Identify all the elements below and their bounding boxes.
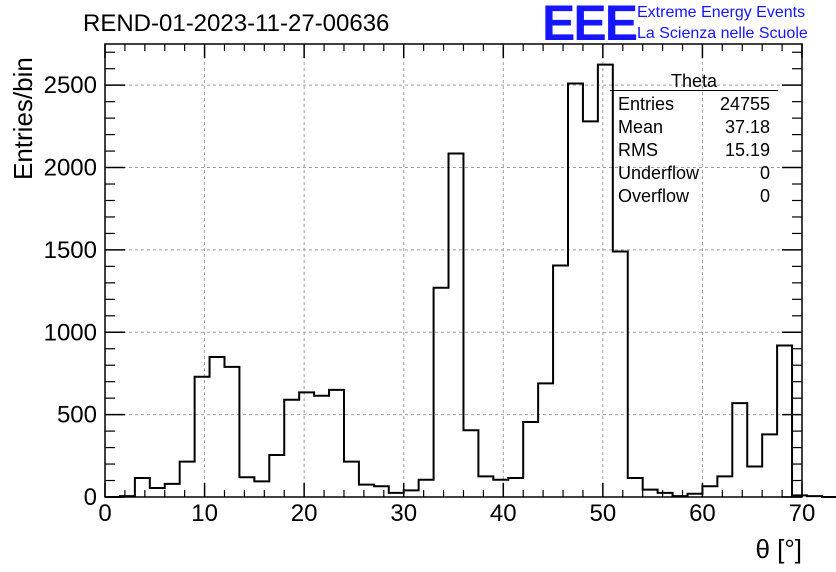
stats-row: RMS 15.19 (610, 139, 778, 162)
x-tick-label: 70 (789, 500, 816, 527)
y-tick-label: 0 (84, 484, 97, 511)
histogram-step-line (105, 63, 836, 498)
y-tick-label: 2000 (44, 155, 97, 182)
logo-line-2: La Scienza nelle Scuole (637, 25, 808, 42)
stats-row: Mean 37.18 (610, 116, 778, 139)
stats-row: Underflow 0 (610, 162, 778, 185)
stats-value: 24755 (719, 94, 770, 114)
y-tick-label: 2500 (44, 72, 97, 99)
stats-title: Theta (610, 72, 778, 91)
logo-line-1: Extreme Energy Events (637, 4, 806, 21)
plot-frame (104, 43, 803, 498)
stats-label: Mean (618, 117, 664, 137)
x-tick-label: 40 (490, 500, 517, 527)
stats-value: 37.18 (724, 117, 770, 137)
stats-label: Overflow (618, 186, 690, 206)
x-tick-label: 0 (98, 500, 111, 527)
gridlines (105, 44, 802, 497)
y-tick-label: 500 (57, 402, 97, 429)
y-axis-label: Entries/bin (8, 57, 38, 180)
stats-label: Entries (618, 94, 675, 114)
stats-box: Theta Entries 24755 Mean 37.18 RMS 15.19 Un… (610, 72, 778, 208)
chart-title: REND-01-2023-11-27-00636 (83, 10, 390, 37)
x-tick-label: 60 (689, 500, 716, 527)
stats-value: 15.19 (724, 140, 770, 160)
x-tick-label: 20 (291, 500, 318, 527)
x-tick-label: 50 (590, 500, 617, 527)
stats-row: Overflow 0 (610, 185, 778, 208)
stats-value: 0 (759, 163, 770, 183)
stats-value: 0 (759, 186, 770, 206)
x-tick-label: 10 (191, 500, 218, 527)
y-tick-label: 1000 (44, 319, 97, 346)
y-tick-label: 1500 (44, 237, 97, 264)
x-tick-label: 30 (390, 500, 417, 527)
stats-label: Underflow (618, 163, 700, 183)
tick-labels: 0 10 20 30 40 50 60 70 0 500 1000 1500 2000 2500 (44, 72, 816, 527)
x-axis-label: θ [°] (755, 534, 802, 564)
stats-row: Entries 24755 (610, 93, 778, 116)
eee-logo: EEE (542, 0, 638, 51)
stats-label: RMS (618, 140, 658, 160)
